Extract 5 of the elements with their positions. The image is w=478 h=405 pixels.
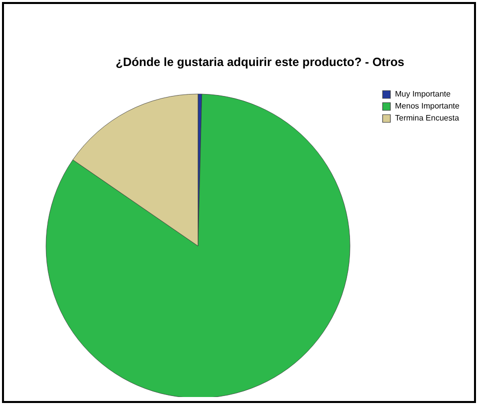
legend-label: Muy Importante xyxy=(395,90,452,98)
legend-label: Termina Encuesta xyxy=(395,114,460,122)
legend-label: Menos Importante xyxy=(395,102,460,110)
pie-slice xyxy=(46,94,350,397)
chart-title: ¿Dónde le gustaria adquirir este producto? - Otros xyxy=(116,55,405,69)
